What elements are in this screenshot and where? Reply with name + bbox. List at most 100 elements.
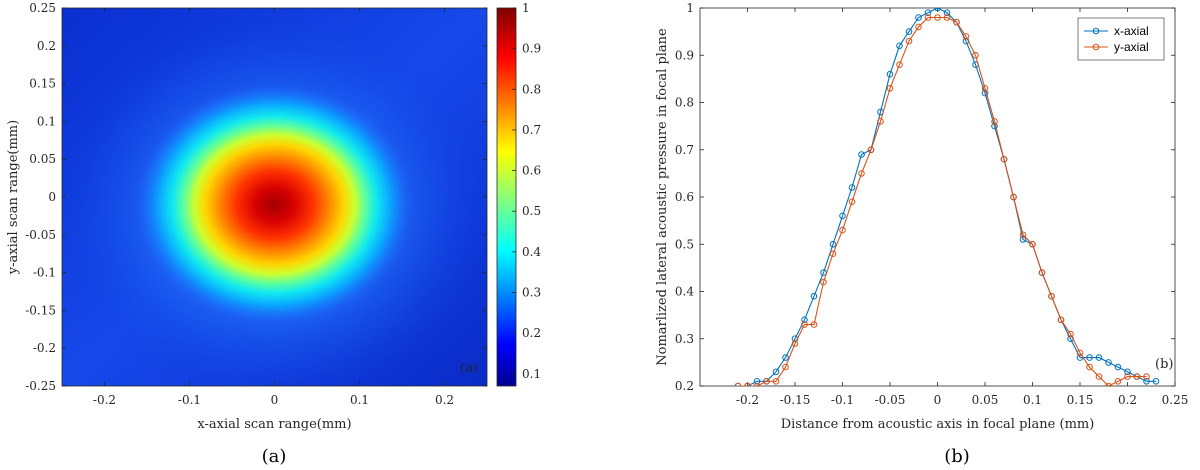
caption-a: (a) <box>262 446 287 467</box>
data-point-y-axial <box>744 382 751 386</box>
data-point-x-axial <box>981 89 989 97</box>
heatmap-x-tick-label: 0 <box>271 393 279 407</box>
line-chart-x-tick-label: 0.25 <box>1162 393 1189 407</box>
data-point-y-axial <box>829 250 837 257</box>
heatmap-y-tick-label: 0.1 <box>37 114 56 128</box>
data-point-x-axial <box>1095 354 1103 361</box>
data-point-y-axial <box>753 382 761 386</box>
colorbar-tick-label: 0.6 <box>522 164 541 178</box>
line-chart-x-tick-label: 0.05 <box>972 393 999 407</box>
heatmap-x-tick-label: -0.1 <box>178 393 201 407</box>
data-point-y-axial <box>886 85 894 92</box>
data-point-y-axial <box>858 170 865 177</box>
heatmap-x-tick-label: 0.1 <box>350 393 369 407</box>
data-point-y-axial <box>1000 155 1008 163</box>
heatmap-y-tick-label: 0.25 <box>29 1 56 15</box>
data-point-x-axial <box>915 14 922 21</box>
data-point-x-axial <box>924 9 932 16</box>
legend-label: y-axial <box>1114 40 1149 54</box>
colorbar-tick-label: 0.5 <box>522 204 541 218</box>
data-point-x-axial <box>839 212 846 220</box>
data-point-x-axial <box>782 354 789 361</box>
heatmap-y-tick-label: 0.15 <box>29 77 56 91</box>
data-point-x-axial <box>858 151 865 158</box>
data-point-y-axial <box>1076 349 1084 357</box>
data-point-y-axial <box>972 51 979 59</box>
data-point-x-axial <box>1114 363 1122 371</box>
line-plot-frame <box>699 7 1176 387</box>
data-point-x-axial <box>896 42 903 50</box>
line-chart-x-tick-label: -0.1 <box>831 393 854 407</box>
data-point-y-axial <box>1133 373 1141 380</box>
line-chart-y-tick-label: 0.5 <box>675 237 694 251</box>
data-point-y-axial <box>1038 269 1046 276</box>
line-chart-x-tick-label: -0.05 <box>875 393 906 407</box>
colorbar-tick-label: 0.1 <box>522 367 541 381</box>
data-point-x-axial <box>934 8 941 12</box>
data-point-y-axial <box>1057 316 1065 324</box>
data-point-y-axial <box>962 33 970 40</box>
data-point-y-axial <box>820 278 827 286</box>
data-point-y-axial <box>839 226 846 234</box>
data-point-y-axial <box>915 23 922 31</box>
line-chart-x-tick-label: 0.2 <box>1118 393 1137 407</box>
line-chart-y-tick-label: 0.9 <box>675 48 694 62</box>
heatmap-y-tick-label: -0.15 <box>25 303 56 317</box>
data-point-x-axial <box>1086 354 1093 361</box>
heatmap-panel: -0.2 -0.1 0 0.1 0.2 0.25 0.2 0.15 0.1 0.05 0 -0.05 -… <box>6 1 541 467</box>
legend: x-axial y-axial <box>1077 17 1165 61</box>
line-chart-ticks: -0.2 -0.15 -0.1 -0.05 0 0.05 0.1 0.15 0.2 0.25 0.2… <box>675 1 1188 407</box>
heatmap-x-tick-label: 0.2 <box>435 393 454 407</box>
data-point-y-axial <box>934 14 941 21</box>
colorbar-tick-label: 0.4 <box>522 245 541 259</box>
heatmap-y-tick-label: 0.2 <box>37 39 56 53</box>
data-point-y-axial <box>1095 373 1103 380</box>
line-chart-x-tick-label: -0.2 <box>736 393 759 407</box>
heatmap-x-tick-label: -0.2 <box>93 393 116 407</box>
colorbar-tick-label: 0.9 <box>522 42 541 56</box>
data-point-x-axial <box>753 378 761 385</box>
line-chart-y-tick-label: 1 <box>686 1 694 15</box>
heatmap-y-tick-label: -0.2 <box>33 341 56 355</box>
data-point-y-axial <box>1019 231 1027 239</box>
data-point-y-axial <box>782 363 789 371</box>
data-point-y-axial <box>772 378 780 385</box>
line-chart-y-tick-label: 0.3 <box>675 332 694 346</box>
heatmap-y-axis-label: y-axial scan range(mm) <box>6 120 21 275</box>
legend-label: x-axial <box>1114 24 1149 38</box>
heatmap-ticks: -0.2 -0.1 0 0.1 0.2 0.25 0.2 0.15 0.1 0.05 0 -0.05 -… <box>25 1 487 407</box>
data-point-x-axial <box>772 368 780 376</box>
data-point-x-axial <box>1152 378 1160 385</box>
heatmap-y-tick-label: -0.1 <box>33 266 56 280</box>
line-chart-x-tick-label: 0 <box>934 393 942 407</box>
colorbar <box>496 7 517 387</box>
caption-b: (b) <box>944 446 970 467</box>
legend-swatch-marker <box>1092 27 1100 35</box>
heatmap-y-tick-label: -0.05 <box>25 228 56 242</box>
data-point-x-axial <box>886 70 894 78</box>
data-point-y-axial <box>953 18 960 26</box>
line-chart-series <box>734 8 1160 386</box>
line-chart-x-axis-label: Distance from acoustic axis in focal pla… <box>781 417 1095 432</box>
heatmap-x-axis-label: x-axial scan range(mm) <box>197 417 351 432</box>
data-point-y-axial <box>1010 193 1017 201</box>
line-chart-x-tick-label: 0.1 <box>1023 393 1042 407</box>
data-point-y-axial <box>810 321 818 328</box>
line-chart-panel: -0.2 -0.15 -0.1 -0.05 0 0.05 0.1 0.15 0.2 0.25 0.2… <box>655 1 1188 467</box>
data-point-x-axial <box>943 9 951 16</box>
heatmap-focal-spot <box>136 84 413 325</box>
line-chart-y-tick-label: 0.8 <box>675 96 694 110</box>
line-chart-y-axis-label: Nomarlized lateral acoustic pressure in … <box>655 28 670 366</box>
heatmap-y-tick-label: 0 <box>48 190 56 204</box>
data-point-y-axial <box>867 146 875 154</box>
colorbar-ticks: 1 0.9 0.8 0.7 0.6 0.5 0.4 0.3 0.2 0.1 <box>512 1 541 381</box>
data-point-y-axial <box>801 321 808 328</box>
data-point-x-axial <box>801 316 808 324</box>
data-point-y-axial <box>1143 373 1150 380</box>
data-point-x-axial <box>810 292 818 300</box>
data-point-x-axial <box>1105 359 1112 366</box>
series-line-y-axial <box>738 16 1147 386</box>
data-point-y-axial <box>905 37 913 45</box>
